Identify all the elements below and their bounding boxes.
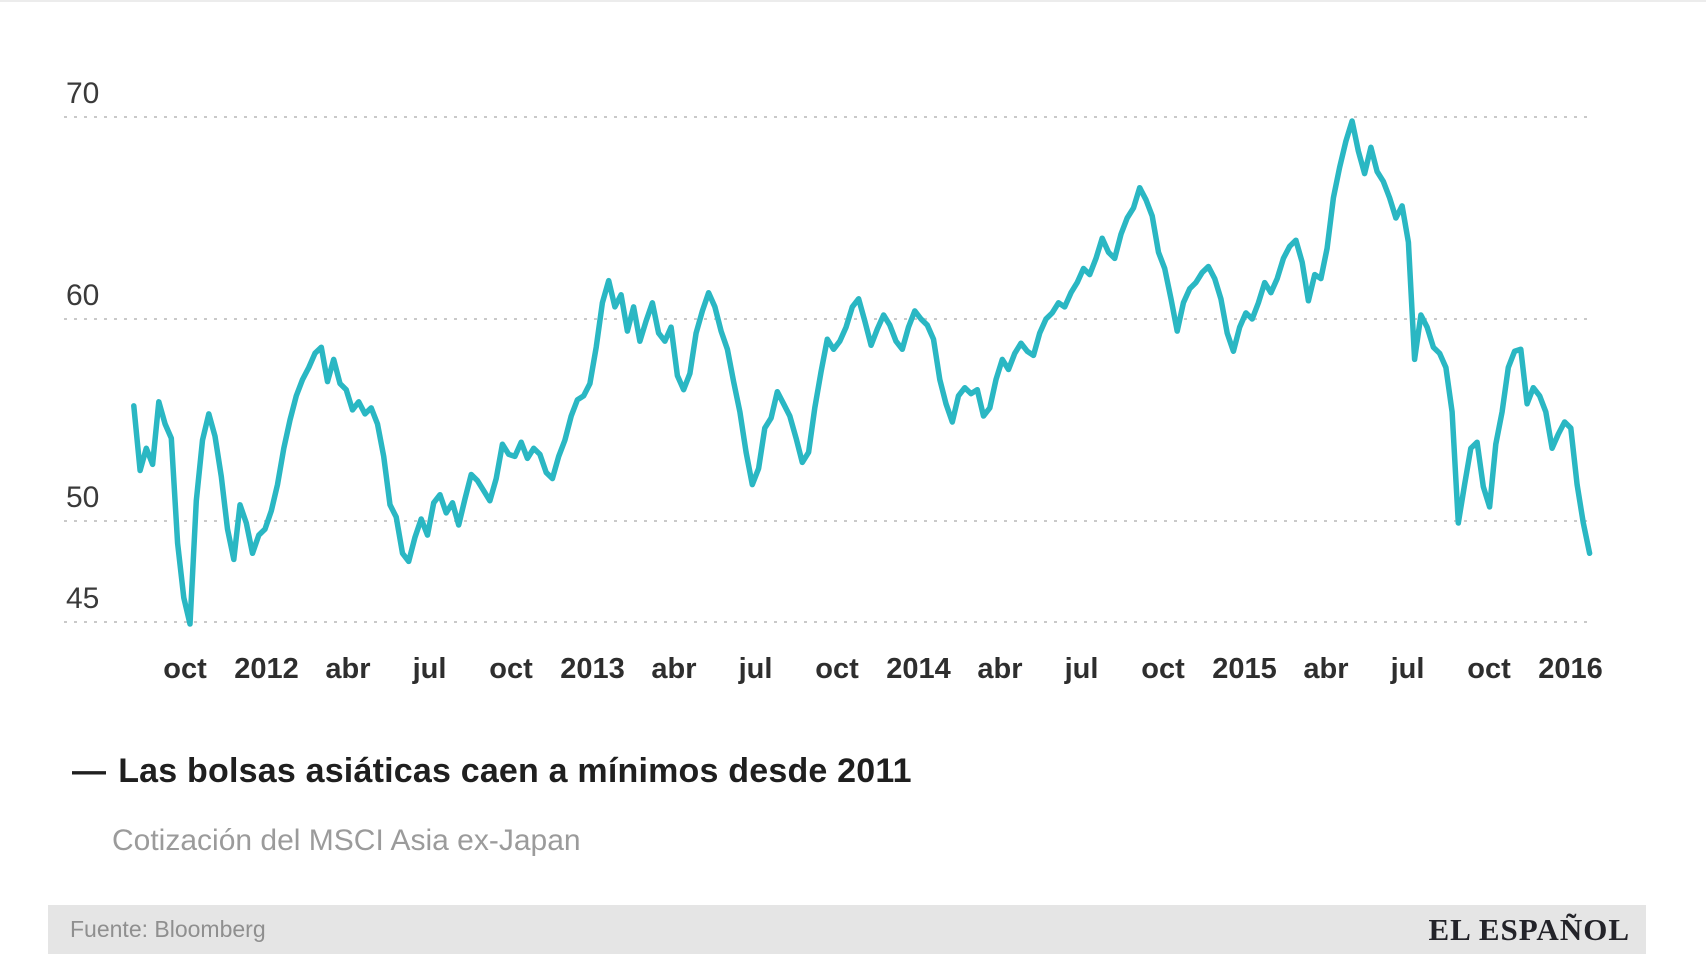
top-border [0, 0, 1706, 2]
line-chart: 70 60 50 45 oct 2012 abr jul oct 2013 abr jul oct 201… [64, 77, 1603, 685]
x-axis-label-abr: abr [977, 653, 1022, 685]
chart-title: Las bolsas asiáticas caen a mínimos desd… [118, 752, 912, 790]
x-axis-label-2016: 2016 [1538, 653, 1603, 685]
x-axis-label-oct: oct [1141, 653, 1185, 685]
x-axis-label-abr: abr [1303, 653, 1348, 685]
y-axis-label: 70 [66, 77, 99, 110]
x-axis-label-oct: oct [815, 653, 859, 685]
x-axis-label-jul: jul [1390, 653, 1425, 685]
x-axis-label-2014: 2014 [886, 653, 951, 685]
x-axis-label-oct: oct [489, 653, 533, 685]
footer-band: Fuente: Bloomberg EL ESPAÑOL [48, 905, 1646, 954]
x-axis-label-jul: jul [412, 653, 447, 685]
y-axis-label: 60 [66, 279, 99, 312]
x-axis-label-oct: oct [1467, 653, 1511, 685]
x-axis-label-2013: 2013 [560, 653, 625, 685]
x-axis-label-jul: jul [738, 653, 773, 685]
x-axis-label-abr: abr [325, 653, 370, 685]
y-axis-label: 45 [66, 582, 99, 615]
chart-title-row: — Las bolsas asiáticas caen a mínimos de… [72, 752, 912, 791]
title-dash: — [72, 752, 107, 790]
x-axis-label-2012: 2012 [234, 653, 299, 685]
x-axis-label-abr: abr [651, 653, 696, 685]
x-axis-label-jul: jul [1064, 653, 1099, 685]
y-axis-label: 50 [66, 481, 99, 514]
x-axis-label-2015: 2015 [1212, 653, 1277, 685]
source-label: Fuente: Bloomberg [70, 916, 266, 942]
chart-subtitle: Cotización del MSCI Asia ex-Japan [112, 824, 581, 857]
chart-canvas: 70 60 50 45 oct 2012 abr jul oct 2013 abr jul oct 201… [64, 77, 1603, 685]
x-axis-label-oct: oct [163, 653, 207, 685]
price-line [131, 118, 1593, 627]
brand-logo: EL ESPAÑOL [1428, 911, 1630, 947]
